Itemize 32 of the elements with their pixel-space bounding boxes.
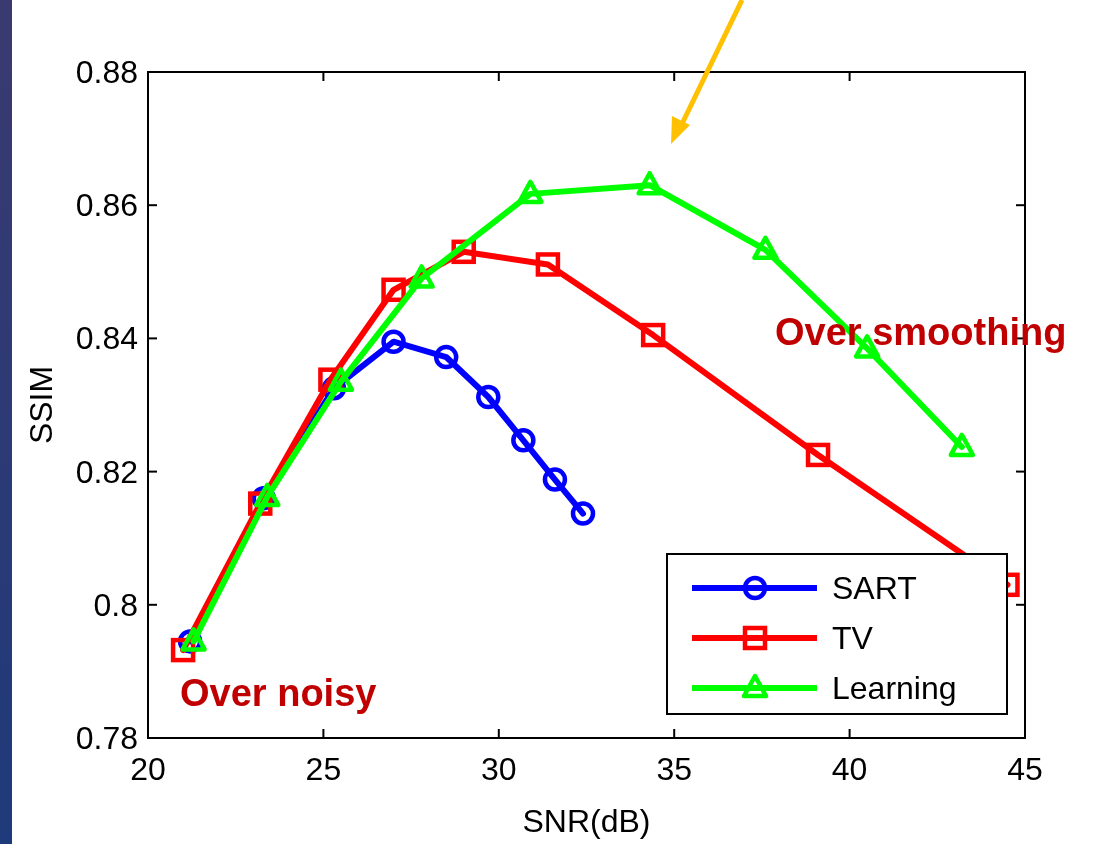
y-tick-label: 0.8 xyxy=(93,586,138,623)
y-tick-label: 0.86 xyxy=(75,187,138,224)
point xyxy=(636,170,663,196)
legend-label: SART xyxy=(832,570,917,606)
point xyxy=(511,428,536,453)
point xyxy=(948,432,976,458)
annotation: Over noisy xyxy=(180,672,377,714)
point xyxy=(570,501,596,526)
point xyxy=(805,442,831,468)
x-axis-title: SNR(dB) xyxy=(522,803,651,839)
x-tick-label: 25 xyxy=(305,751,342,787)
point xyxy=(381,329,406,354)
y-tick-label: 0.82 xyxy=(75,453,138,490)
legend-label: Learning xyxy=(832,670,957,706)
point xyxy=(517,179,544,205)
y-tick-label: 0.88 xyxy=(75,54,138,90)
x-tick-label: 45 xyxy=(1007,751,1043,787)
legend-label: TV xyxy=(832,620,874,656)
x-tick-label: 30 xyxy=(481,751,517,787)
y-axis-title: SSIM xyxy=(23,365,59,445)
point xyxy=(752,235,779,261)
point xyxy=(542,467,568,492)
point xyxy=(640,322,666,348)
point xyxy=(476,384,501,410)
point xyxy=(327,367,355,392)
point xyxy=(381,277,406,303)
point xyxy=(535,252,561,277)
y-tick-label: 0.84 xyxy=(75,320,138,357)
point xyxy=(408,264,435,289)
point xyxy=(433,344,459,370)
x-tick-label: 40 xyxy=(831,751,868,787)
x-tick-label: 35 xyxy=(656,751,692,787)
